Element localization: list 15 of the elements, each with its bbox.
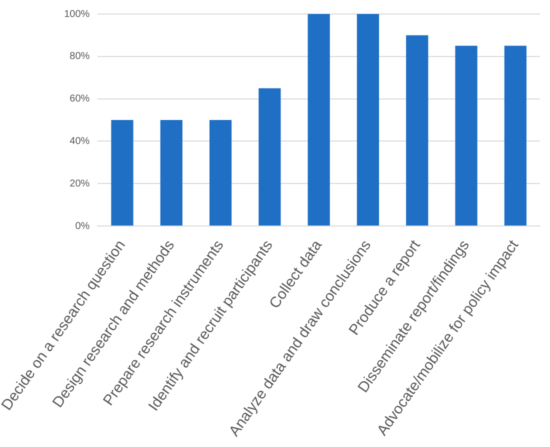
bar: [209, 120, 232, 226]
bar: [455, 46, 478, 226]
y-tick-label: 40%: [70, 136, 90, 147]
bar: [406, 35, 428, 226]
bar: [258, 88, 281, 226]
y-tick-label: 100%: [64, 8, 90, 20]
bar: [160, 120, 182, 226]
bar: [111, 120, 134, 226]
y-tick-label: 20%: [70, 178, 90, 190]
y-tick-label: 0%: [75, 220, 90, 232]
bar: [308, 14, 330, 226]
bar: [504, 46, 526, 226]
y-tick-label: 80%: [70, 51, 90, 62]
y-tick-label: 60%: [70, 94, 90, 105]
bar: [356, 14, 380, 226]
